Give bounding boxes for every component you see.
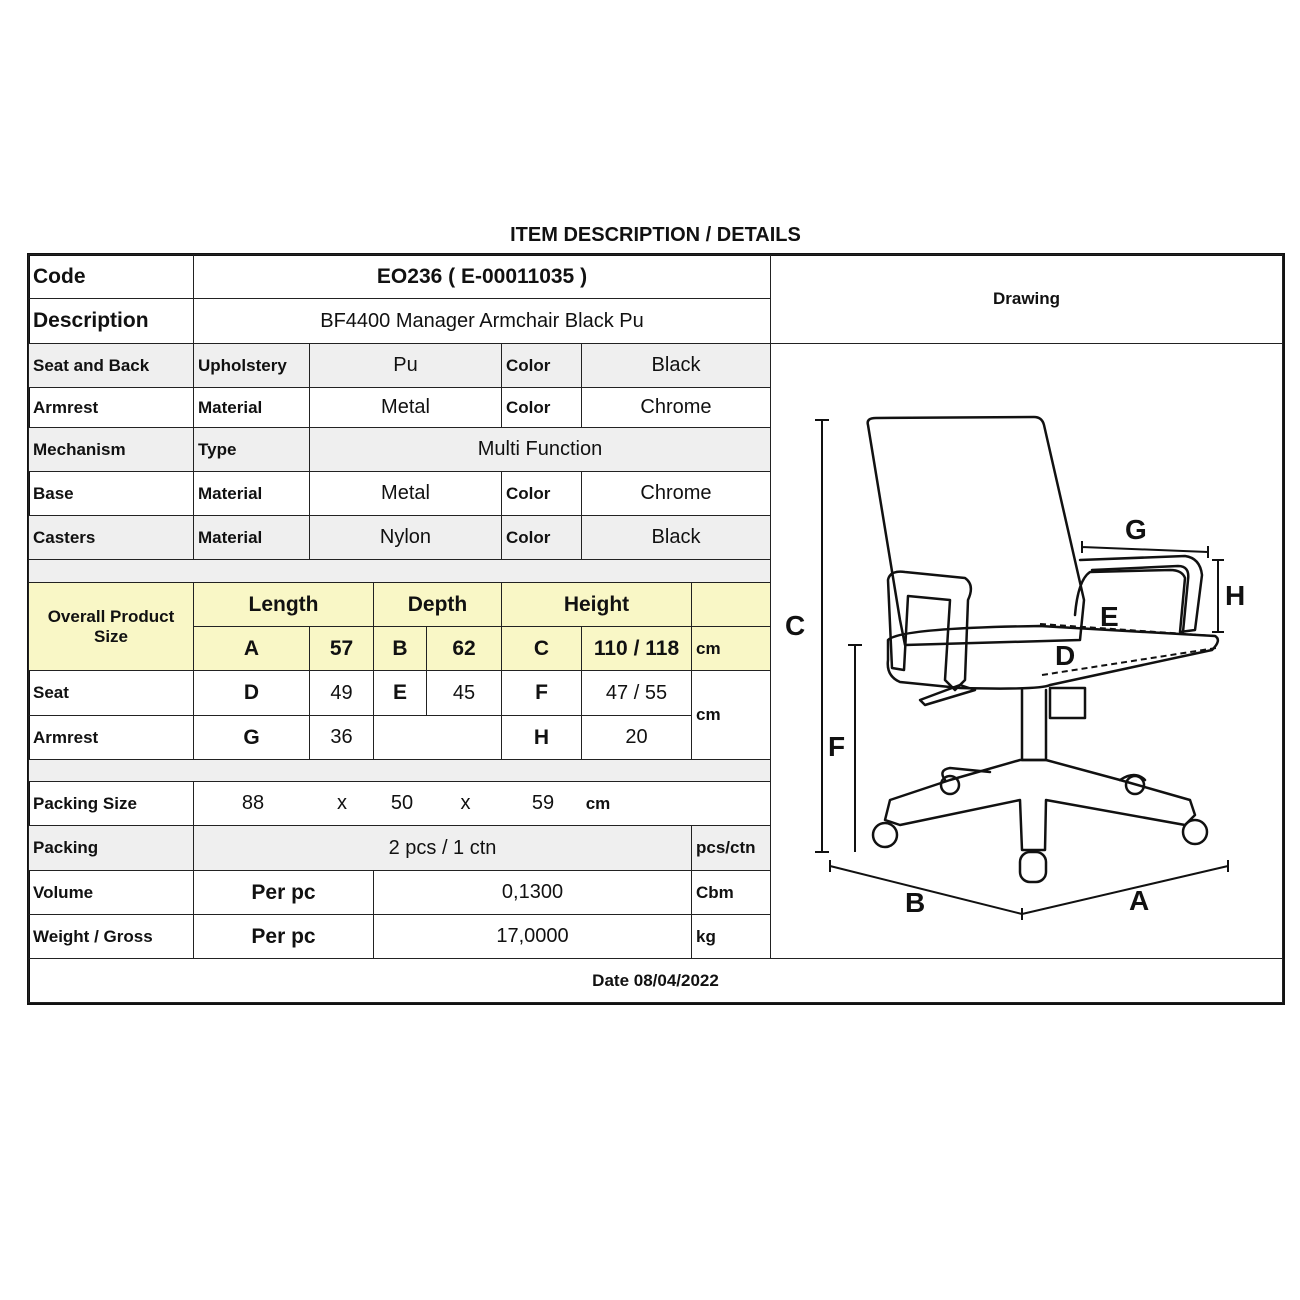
packing-unit: pcs/ctn bbox=[691, 825, 771, 871]
seat-armrest-unit: cm bbox=[691, 670, 771, 760]
packing-size-unit: cm bbox=[585, 793, 611, 813]
overall-b: B bbox=[373, 626, 427, 671]
chair-right-armrest bbox=[1073, 554, 1204, 634]
spec-color-label: Color bbox=[501, 387, 582, 428]
dim-label-g: G bbox=[1125, 514, 1147, 545]
sheet-title: ITEM DESCRIPTION / DETAILS bbox=[510, 224, 801, 246]
overall-c: C bbox=[501, 626, 582, 671]
dim-line-a bbox=[1021, 860, 1229, 915]
seat-label: Seat bbox=[28, 670, 194, 716]
spec-value: Multi Function bbox=[309, 427, 771, 472]
overall-a_val: 57 bbox=[309, 626, 374, 671]
packing-size-l: 88 bbox=[241, 792, 265, 814]
armrest-label: Armrest bbox=[28, 715, 194, 760]
seat-f_val: 47 / 55 bbox=[581, 670, 692, 716]
code-value: EO236 ( E-00011035 ) bbox=[193, 254, 771, 299]
spec-attr-label: Upholstery bbox=[193, 343, 310, 388]
spec-attr-label: Type bbox=[193, 427, 310, 472]
seat-d: D bbox=[193, 670, 310, 716]
dim-label-a: A bbox=[1129, 885, 1150, 916]
dim-label-b: B bbox=[905, 887, 926, 918]
spec-part-label: Seat and Back bbox=[28, 343, 194, 388]
chair-backrest bbox=[866, 415, 1086, 647]
overall-unit: cm bbox=[691, 626, 771, 671]
spacer-row bbox=[28, 559, 771, 583]
packing-size-label: Packing Size bbox=[28, 781, 194, 826]
chair-drawing bbox=[815, 415, 1229, 920]
spec-attr-label: Material bbox=[193, 471, 310, 516]
chair-lever bbox=[918, 683, 977, 707]
packing-size-h: 59 bbox=[531, 792, 555, 814]
spec-attr-label: Material bbox=[193, 387, 310, 428]
dim-label-d: D bbox=[1055, 640, 1076, 671]
packing-size-x1: x bbox=[337, 792, 347, 814]
seat-e_val: 45 bbox=[426, 670, 502, 716]
spec-color-value: Black bbox=[581, 343, 771, 388]
chair-seat bbox=[886, 624, 1220, 690]
spec-part-label: Base bbox=[28, 471, 194, 516]
armrest-h: H bbox=[501, 715, 582, 760]
seat-f: F bbox=[501, 670, 582, 716]
spec-part-label: Casters bbox=[28, 515, 194, 560]
drawing-header: Drawing bbox=[770, 254, 1283, 344]
spec-color-value: Chrome bbox=[581, 471, 771, 516]
weight-label: Weight / Gross bbox=[28, 914, 194, 959]
armrest-g: G bbox=[193, 715, 310, 760]
overall-c_val: 110 / 118 bbox=[581, 626, 692, 671]
dim-line-g bbox=[1081, 541, 1209, 558]
armrest-blank bbox=[373, 715, 502, 760]
spec-value: Metal bbox=[309, 387, 502, 428]
volume-unit: Cbm bbox=[691, 870, 771, 915]
code-label: Code bbox=[28, 254, 194, 299]
description-label: Description bbox=[28, 298, 194, 344]
volume-label: Volume bbox=[28, 870, 194, 915]
spec-color-label: Color bbox=[501, 343, 582, 388]
packing-size-x2: x bbox=[460, 792, 471, 814]
dim-label-h: H bbox=[1225, 580, 1246, 611]
seat-e: E bbox=[373, 670, 427, 716]
armrest-g-value: 36 bbox=[309, 715, 374, 760]
chair-base bbox=[883, 758, 1197, 852]
chair-column bbox=[1020, 688, 1048, 762]
blank-header bbox=[691, 582, 771, 627]
spec-color-label: Color bbox=[501, 515, 582, 560]
weight-value: 17,0000 bbox=[373, 914, 692, 959]
volume-per: Per pc bbox=[193, 870, 374, 915]
spec-color-value: Chrome bbox=[581, 387, 771, 428]
dim-label-f: F bbox=[828, 731, 846, 762]
spec-part-label: Mechanism bbox=[28, 427, 194, 472]
packing-size-w: 50 bbox=[390, 792, 414, 814]
spec-part-label: Armrest bbox=[28, 387, 194, 428]
dim-label-e: E bbox=[1100, 601, 1119, 632]
dim-line-c bbox=[815, 419, 829, 853]
length-header: Length bbox=[193, 582, 374, 627]
date-text: Date 08/04/2022 bbox=[28, 958, 1283, 1003]
spec-color-value: Black bbox=[581, 515, 771, 560]
chair-left-armrest bbox=[886, 570, 973, 692]
packing-label: Packing bbox=[28, 825, 194, 871]
spec-value: Metal bbox=[309, 471, 502, 516]
dim-line-h bbox=[1212, 559, 1224, 633]
volume-value: 0,1300 bbox=[373, 870, 692, 915]
dim-line-f bbox=[848, 644, 862, 852]
spacer-row bbox=[28, 759, 771, 782]
spec-value: Nylon bbox=[309, 515, 502, 560]
dim-label-c: C bbox=[785, 610, 806, 641]
dim-line-b bbox=[829, 860, 1023, 920]
seat-d_val: 49 bbox=[309, 670, 374, 716]
packing-value: 2 pcs / 1 ctn bbox=[193, 825, 692, 871]
height-header: Height bbox=[501, 582, 692, 627]
weight-per: Per pc bbox=[193, 914, 374, 959]
overall-b_val: 62 bbox=[426, 626, 502, 671]
spec-value: Pu bbox=[309, 343, 502, 388]
depth-header: Depth bbox=[373, 582, 502, 627]
spec-attr-label: Material bbox=[193, 515, 310, 560]
overall-size-label: Overall Product Size bbox=[28, 582, 194, 671]
description-value: BF4400 Manager Armchair Black Pu bbox=[193, 298, 771, 344]
weight-unit: kg bbox=[691, 914, 771, 959]
overall-a: A bbox=[193, 626, 310, 671]
armrest-h-value: 20 bbox=[581, 715, 692, 760]
spec-color-label: Color bbox=[501, 471, 582, 516]
